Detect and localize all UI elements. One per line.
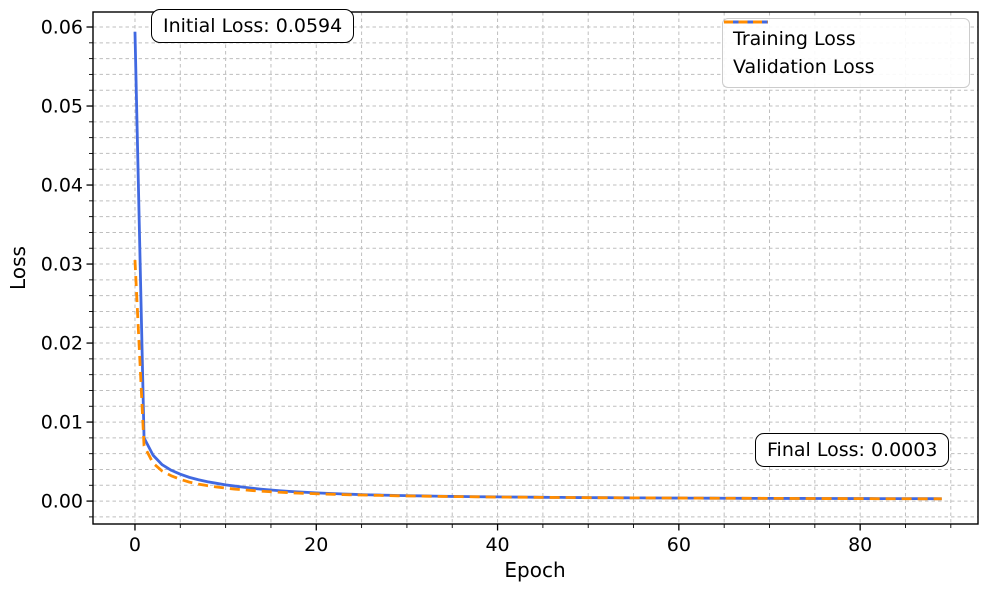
y-tick-label: 0.02 xyxy=(41,333,83,355)
x-tick-label: 60 xyxy=(667,534,691,556)
y-tick-label: 0.01 xyxy=(41,412,83,434)
x-tick-label: 80 xyxy=(848,534,872,556)
x-axis-label: Epoch xyxy=(504,558,565,582)
tick-label-layer: 0 20 40 60 80 0.00 0.01 0.02 0.03 0.04 0.05 0.06 xyxy=(41,17,873,556)
tick-layer xyxy=(86,26,952,531)
x-tick-label: 20 xyxy=(304,534,328,556)
legend: Training Loss Validation Loss xyxy=(722,18,970,88)
validation-loss-line-sample xyxy=(724,20,768,24)
plot-border xyxy=(92,11,979,525)
legend-label-training: Training Loss xyxy=(733,28,856,50)
initial-loss-annotation: Initial Loss: 0.0594 xyxy=(151,9,355,43)
validation-loss-line xyxy=(133,260,942,501)
grid-layer xyxy=(93,12,978,524)
y-tick-label: 0.06 xyxy=(41,17,83,39)
y-axis-label: Loss xyxy=(6,246,30,290)
x-tick-label: 40 xyxy=(485,534,509,556)
y-tick-label: 0.00 xyxy=(41,491,83,513)
legend-item-training: Training Loss xyxy=(724,20,959,51)
training-loss-line xyxy=(133,31,942,501)
y-tick-label: 0.05 xyxy=(41,96,83,118)
legend-label-validation: Validation Loss xyxy=(733,56,875,78)
series-lines xyxy=(133,31,942,501)
y-tick-label: 0.04 xyxy=(41,175,83,197)
legend-item-validation: Validation Loss xyxy=(724,20,959,79)
final-loss-annotation: Final Loss: 0.0003 xyxy=(755,433,950,467)
y-tick-label: 0.03 xyxy=(41,254,83,276)
x-tick-label: 0 xyxy=(129,534,141,556)
